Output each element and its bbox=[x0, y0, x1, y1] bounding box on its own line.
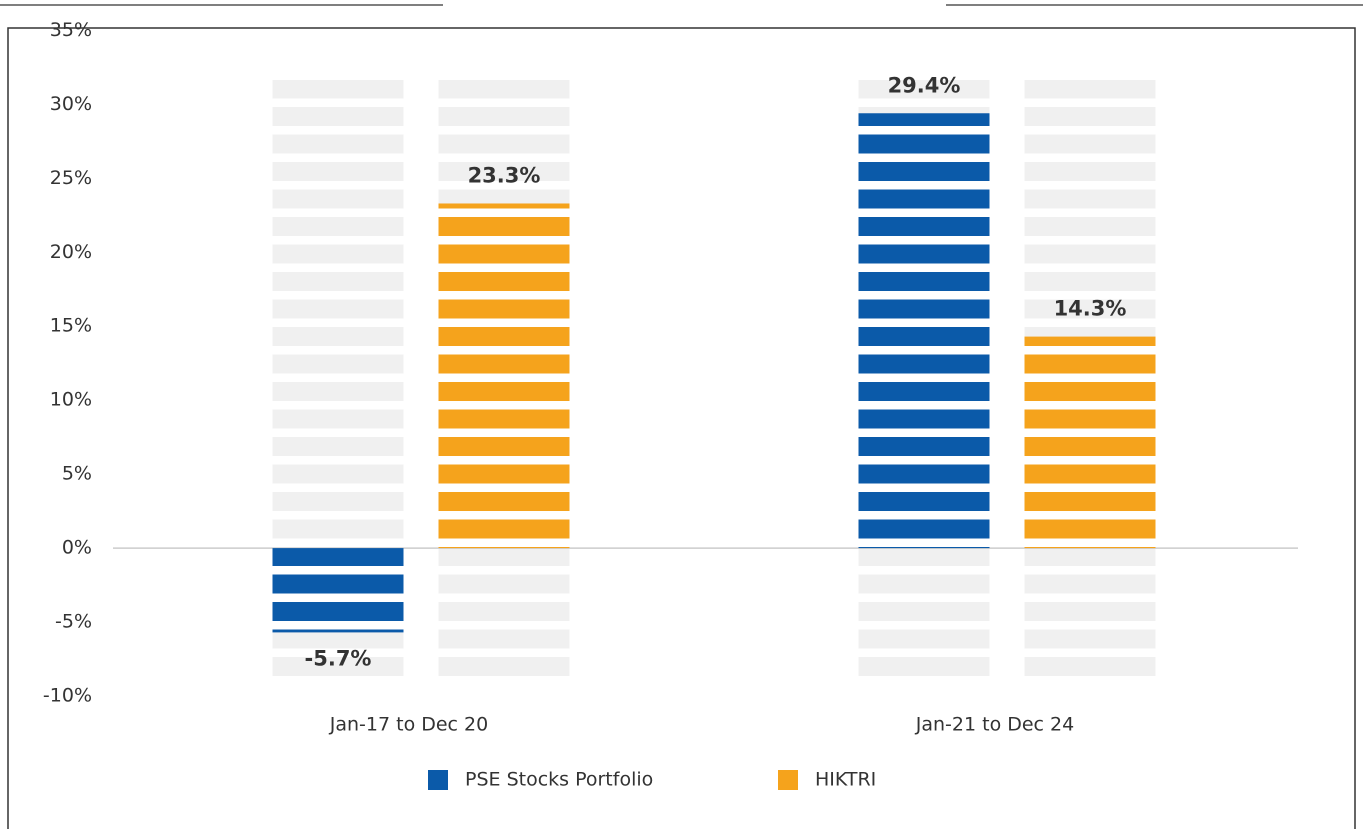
y-tick-label: 10% bbox=[50, 389, 92, 411]
legend-label: HIKTRI bbox=[815, 769, 876, 791]
bar bbox=[1024, 336, 1156, 549]
y-tick-label: 5% bbox=[62, 463, 92, 485]
y-tick-label: -10% bbox=[43, 685, 92, 707]
y-tick-label: 30% bbox=[50, 93, 92, 115]
bar bbox=[858, 113, 990, 549]
value-label: 23.3% bbox=[468, 163, 541, 187]
x-tick-label: Jan-21 to Dec 24 bbox=[915, 714, 1074, 736]
y-tick-label: 25% bbox=[50, 167, 92, 189]
y-tick-label: 35% bbox=[50, 19, 92, 41]
legend-swatch bbox=[778, 770, 798, 790]
legend-swatch bbox=[428, 770, 448, 790]
value-label: -5.7% bbox=[305, 646, 372, 670]
bar bbox=[272, 548, 404, 633]
y-tick-label: -5% bbox=[55, 611, 92, 633]
y-tick-label: 20% bbox=[50, 241, 92, 263]
y-tick-label: 15% bbox=[50, 315, 92, 337]
value-label: 14.3% bbox=[1054, 297, 1127, 321]
value-label: 29.4% bbox=[888, 73, 961, 97]
legend-label: PSE Stocks Portfolio bbox=[465, 769, 653, 791]
frame bbox=[7, 27, 1356, 829]
bar bbox=[438, 203, 570, 549]
x-tick-label: Jan-17 to Dec 20 bbox=[329, 714, 488, 736]
y-tick-label: 0% bbox=[62, 537, 92, 559]
